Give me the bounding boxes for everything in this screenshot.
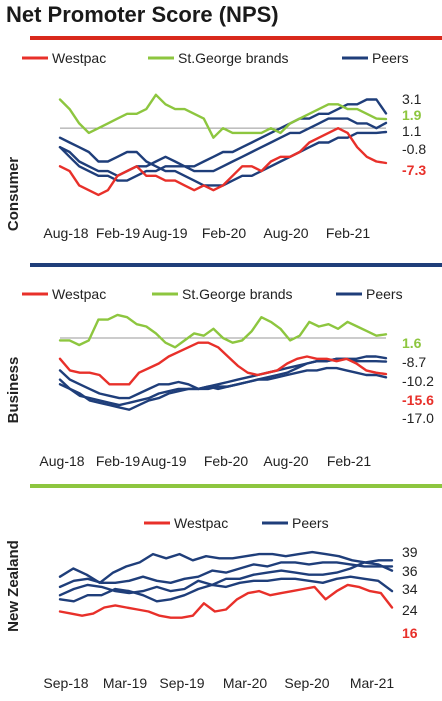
- x-tick-label: Feb-20: [204, 453, 249, 469]
- x-tick-label: Sep-20: [284, 675, 329, 691]
- panel-label: Business: [5, 357, 22, 424]
- end-label: 24: [402, 602, 418, 618]
- legend-label: Westpac: [52, 50, 106, 66]
- panel-label: New Zealand: [5, 540, 22, 632]
- end-label: 1.6: [402, 335, 422, 351]
- x-tick-label: Aug-19: [141, 453, 186, 469]
- legend-label: Westpac: [52, 286, 106, 302]
- end-label: -10.2: [402, 373, 434, 389]
- end-label: -15.6: [402, 392, 434, 408]
- series-line-st-george-brands: [58, 93, 388, 139]
- red-divider: [30, 36, 442, 40]
- series-line-westpac: [58, 126, 388, 197]
- series-line-peers: [58, 561, 394, 597]
- series-line-peers: [58, 575, 394, 603]
- series-line-westpac: [58, 341, 388, 386]
- x-tick-label: Aug-18: [43, 225, 88, 241]
- series-line-westpac: [58, 583, 394, 619]
- x-tick-label: Sep-19: [159, 675, 204, 691]
- end-label: 1.1: [402, 123, 422, 139]
- consumer-chart: Westpac St.George brands PeersConsumer3.11…: [5, 50, 426, 241]
- end-label: 3.1: [402, 91, 422, 107]
- end-label: 1.9: [402, 107, 422, 123]
- legend-label: Peers: [292, 515, 329, 531]
- legend-item-st-george-brands: St.George brands: [152, 286, 293, 302]
- series-line-st-george-brands: [58, 313, 388, 349]
- legend-label: Peers: [372, 50, 409, 66]
- end-label: -8.7: [402, 354, 426, 370]
- page-title: Net Promoter Score (NPS): [6, 2, 279, 27]
- series-line-peers: [58, 98, 388, 178]
- legend-label: Westpac: [174, 515, 228, 531]
- x-tick-label: Feb-19: [96, 225, 141, 241]
- x-tick-label: Aug-20: [263, 453, 308, 469]
- series-line-peers: [58, 561, 394, 589]
- legend-label: Peers: [366, 286, 403, 302]
- end-label: 34: [402, 581, 418, 597]
- end-label: 36: [402, 563, 418, 579]
- x-tick-label: Sep-18: [43, 675, 88, 691]
- legend-item-peers: Peers: [262, 515, 329, 531]
- x-tick-label: Feb-19: [96, 453, 141, 469]
- legend-item-westpac: Westpac: [22, 50, 106, 66]
- end-label: -0.8: [402, 141, 426, 157]
- end-label: 16: [402, 625, 418, 641]
- x-tick-label: Mar-21: [350, 675, 395, 691]
- series-line-peers: [58, 357, 388, 400]
- x-tick-label: Feb-21: [327, 453, 372, 469]
- legend-item-peers: Peers: [342, 50, 409, 66]
- new-zealand-chart: Westpac Peers New Zealand 39 36 34 24 16 Sep-18 M…: [5, 515, 418, 691]
- end-label: -7.3: [402, 162, 426, 178]
- end-label: 39: [402, 544, 418, 560]
- x-tick-label: Aug-18: [39, 453, 84, 469]
- legend-label: St.George brands: [178, 50, 289, 66]
- x-tick-label: Aug-20: [263, 225, 308, 241]
- x-tick-label: Feb-20: [202, 225, 247, 241]
- x-tick-label: Aug-19: [142, 225, 187, 241]
- x-tick-label: Mar-20: [223, 675, 268, 691]
- business-chart: Westpac St.George brands Peers Business 1.6 -…: [5, 286, 434, 469]
- green-divider: [30, 484, 442, 488]
- legend-label: St.George brands: [182, 286, 293, 302]
- end-label: -17.0: [402, 410, 434, 426]
- x-tick-label: Mar-19: [103, 675, 148, 691]
- navy-divider: [30, 263, 442, 267]
- panel-label: Consumer: [5, 157, 22, 231]
- series-line-peers: [58, 550, 394, 585]
- legend-item-westpac: Westpac: [144, 515, 228, 531]
- legend-item-westpac: Westpac: [22, 286, 106, 302]
- legend-item-peers: Peers: [336, 286, 403, 302]
- x-tick-label: Feb-21: [326, 225, 371, 241]
- legend-item-st-george-brands: St.George brands: [148, 50, 289, 66]
